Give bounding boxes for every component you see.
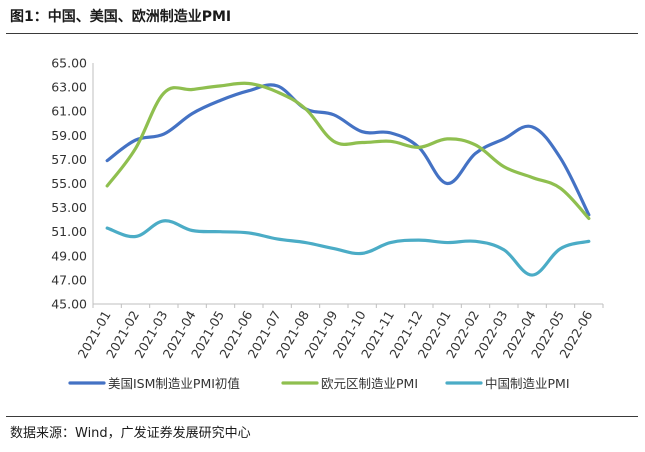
legend-us-ism: 美国ISM制造业PMI初值 — [68, 376, 240, 391]
y-tick-label: 45.00 — [51, 297, 87, 312]
series-lines — [105, 81, 591, 277]
y-tick-label: 63.00 — [51, 80, 87, 95]
y-tick-label: 55.00 — [51, 176, 87, 191]
legend-eurozone: 欧元区制造业PMI — [281, 376, 418, 391]
chart-title: 图1：中国、美国、欧洲制造业PMI — [10, 9, 232, 25]
legend-label: 美国ISM制造业PMI初值 — [108, 376, 240, 391]
y-tick-label: 49.00 — [51, 248, 87, 263]
y-tick-label: 57.00 — [51, 152, 87, 167]
top-rule — [6, 33, 638, 34]
series-line-eurozone — [105, 81, 591, 221]
y-tick-label: 59.00 — [51, 128, 87, 143]
y-tick-label: 61.00 — [51, 104, 87, 119]
y-tick-label: 51.00 — [51, 224, 87, 239]
series-line-china — [105, 219, 591, 277]
y-tick-label: 47.00 — [51, 272, 87, 287]
axes — [92, 63, 603, 305]
y-tick-label: 53.00 — [51, 200, 87, 215]
legend-label: 中国制造业PMI — [485, 376, 570, 391]
y-tick-labels: 45.00 47.00 49.00 51.00 53.00 55.00 57.00 59.00… — [51, 56, 87, 312]
legend-label: 欧元区制造业PMI — [321, 376, 418, 391]
x-tick-labels: 2021-012021-022021-032021-042021-052021-… — [75, 304, 604, 361]
legend-china: 中国制造业PMI — [445, 376, 570, 391]
bottom-rule — [6, 416, 638, 417]
y-tick-label: 65.00 — [51, 56, 87, 71]
series-line-us-ism — [105, 83, 591, 217]
data-source: 数据来源：Wind，广发证券发展研究中心 — [10, 426, 251, 441]
legend: 美国ISM制造业PMI初值 欧元区制造业PMI 中国制造业PMI — [68, 376, 570, 391]
